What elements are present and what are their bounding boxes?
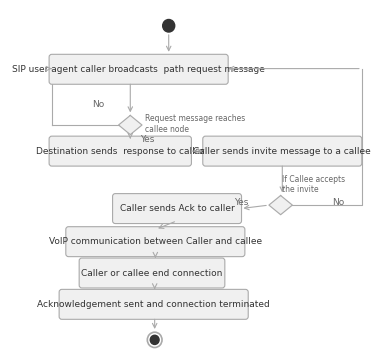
FancyBboxPatch shape — [59, 289, 248, 319]
FancyBboxPatch shape — [203, 136, 362, 166]
FancyBboxPatch shape — [49, 136, 192, 166]
Text: Caller sends invite message to a callee: Caller sends invite message to a callee — [193, 147, 371, 155]
Text: SIP user agent caller broadcasts  path request message: SIP user agent caller broadcasts path re… — [12, 65, 265, 74]
Circle shape — [150, 335, 159, 344]
Polygon shape — [269, 196, 292, 215]
FancyBboxPatch shape — [49, 54, 228, 84]
FancyBboxPatch shape — [79, 258, 225, 288]
Text: Request message reaches
callee node: Request message reaches callee node — [145, 114, 246, 134]
Text: Caller or callee end connection: Caller or callee end connection — [81, 269, 223, 278]
FancyBboxPatch shape — [66, 227, 245, 257]
Text: No: No — [92, 100, 105, 108]
Text: Yes: Yes — [234, 198, 249, 207]
Text: VoIP communication between Caller and callee: VoIP communication between Caller and ca… — [49, 237, 262, 246]
Circle shape — [147, 332, 162, 347]
Polygon shape — [119, 115, 142, 134]
Circle shape — [163, 20, 175, 32]
FancyBboxPatch shape — [113, 194, 242, 224]
Text: No: No — [332, 198, 345, 207]
Text: Caller sends Ack to caller: Caller sends Ack to caller — [119, 204, 234, 213]
Text: If Callee accepts
the invite: If Callee accepts the invite — [282, 175, 345, 194]
Text: Yes: Yes — [140, 135, 155, 144]
Text: Acknowledgement sent and connection terminated: Acknowledgement sent and connection term… — [37, 300, 270, 309]
Text: Destination sends  response to caller: Destination sends response to caller — [36, 147, 204, 155]
